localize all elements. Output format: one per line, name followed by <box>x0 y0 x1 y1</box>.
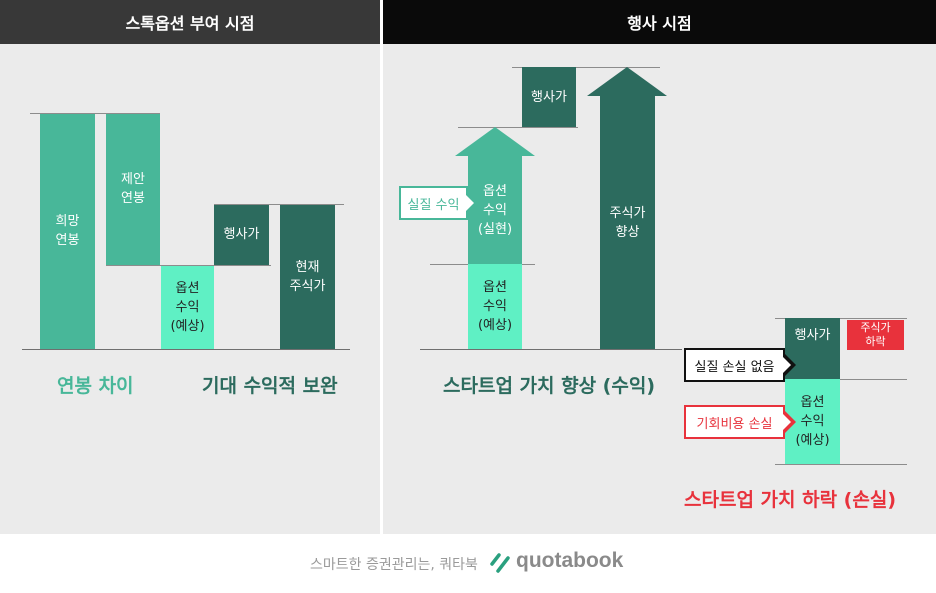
price-down-label-1: 주식가 <box>860 321 891 334</box>
value-down-caption: 스타트업 가치 하락 (손실) <box>684 489 897 511</box>
option-gain-label-3: (예상) <box>170 318 205 334</box>
grant-guide-mid <box>106 265 271 266</box>
expected-label-1: 옵션 <box>483 280 507 295</box>
price-down-label-2: 하락 <box>865 335 886 348</box>
expected-2-label-3: (예상) <box>795 433 830 448</box>
expected-label-2: 수익 <box>483 299 507 314</box>
realized-gain-arrow-head <box>455 127 535 156</box>
exercise-header-text: 행사 시점 <box>627 14 692 33</box>
opportunity-cost-callout: 기회비용 손실 <box>684 405 785 439</box>
compensation-caption: 기대 수익적 보완 <box>202 375 338 397</box>
footer-brand: quotabook <box>516 549 624 572</box>
grant-header-text: 스톡옵션 부여 시점 <box>125 14 255 33</box>
exercise-header: 행사 시점 <box>383 0 936 44</box>
salary-gap-caption: 연봉 차이 <box>57 375 134 397</box>
no-loss-callout: 실질 손실 없음 <box>684 348 785 382</box>
price-up-label-2: 향상 <box>615 224 640 240</box>
realized-label-2: 수익 <box>483 202 507 218</box>
exercise-guide-loss-bottom <box>775 464 907 465</box>
exercise-price-label-2: 행사가 <box>531 89 567 105</box>
exercise-guide-loss <box>775 379 907 380</box>
offered-salary-label-2: 연봉 <box>121 191 145 206</box>
exercise-baseline-up <box>420 349 682 350</box>
price-up-arrow-head <box>587 67 667 96</box>
realized-label-3: (실현) <box>477 221 513 237</box>
quotabook-logo-icon <box>490 553 510 573</box>
exercise-baseline-down <box>775 318 907 319</box>
opportunity-cost-callout-tip-inner <box>783 414 791 430</box>
exercise-guide-realized <box>458 127 578 128</box>
realized-gain-callout-tip-inner <box>466 195 474 211</box>
price-up-label-1: 주식가 <box>609 205 646 221</box>
option-gain-label-1: 옵션 <box>175 280 200 296</box>
offered-salary-bar: 제안 연봉 <box>106 113 160 265</box>
exercise-price-bar-3: 행사가 <box>785 318 840 379</box>
option-gain-expected-bar: 옵션 수익 (예상) <box>161 265 214 349</box>
expected-label-3: (예상) <box>477 318 513 333</box>
offered-salary-label-1: 제안 <box>121 172 145 187</box>
grant-guide-top <box>30 113 160 114</box>
exercise-price-bar: 행사가 <box>214 204 269 265</box>
desired-salary-bar: 희망 연봉 <box>40 113 95 349</box>
option-gain-expected-bar-2: 옵션 수익 (예상) <box>468 264 522 349</box>
option-gain-label-2: 수익 <box>175 299 200 315</box>
expected-2-label-2: 수익 <box>800 414 825 429</box>
realized-gain-callout: 실질 수익 <box>399 186 468 220</box>
value-up-caption: 스타트업 가치 향상 (수익) <box>443 375 656 397</box>
expected-2-label-1: 옵션 <box>800 395 825 410</box>
desired-salary-label-1: 희망 <box>55 214 80 229</box>
current-price-label-2: 주식가 <box>289 278 326 294</box>
price-down-badge: 주식가 하락 <box>847 320 904 350</box>
opportunity-cost-callout-text: 기회비용 손실 <box>696 416 773 432</box>
exercise-guide-top <box>512 67 660 68</box>
desired-salary-label-2: 연봉 <box>55 233 80 248</box>
no-loss-callout-tip-inner <box>783 357 791 373</box>
realized-label-1: 옵션 <box>483 183 507 199</box>
grant-baseline <box>22 349 350 350</box>
current-price-label-1: 현재 <box>295 259 320 275</box>
exercise-price-label: 행사가 <box>223 227 260 242</box>
current-price-bar: 현재 주식가 <box>280 204 335 349</box>
no-loss-callout-text: 실질 손실 없음 <box>694 359 775 375</box>
grant-panel: 스톡옵션 부여 시점 희망 연봉 제안 연봉 옵션 수익 (예상) 행사가 현재… <box>0 0 380 534</box>
footer-tagline: 스마트한 증권관리는, 쿼타북 <box>310 557 478 573</box>
exercise-price-bar-2: 행사가 <box>522 67 576 127</box>
footer: 스마트한 증권관리는, 쿼타북 quotabook <box>0 534 936 593</box>
grant-header: 스톡옵션 부여 시점 <box>0 0 380 44</box>
realized-gain-callout-text: 실질 수익 <box>407 197 460 213</box>
price-up-bar: 주식가 향상 <box>600 96 655 349</box>
grant-guide-price <box>214 204 344 205</box>
exercise-price-label-3: 행사가 <box>794 328 831 343</box>
